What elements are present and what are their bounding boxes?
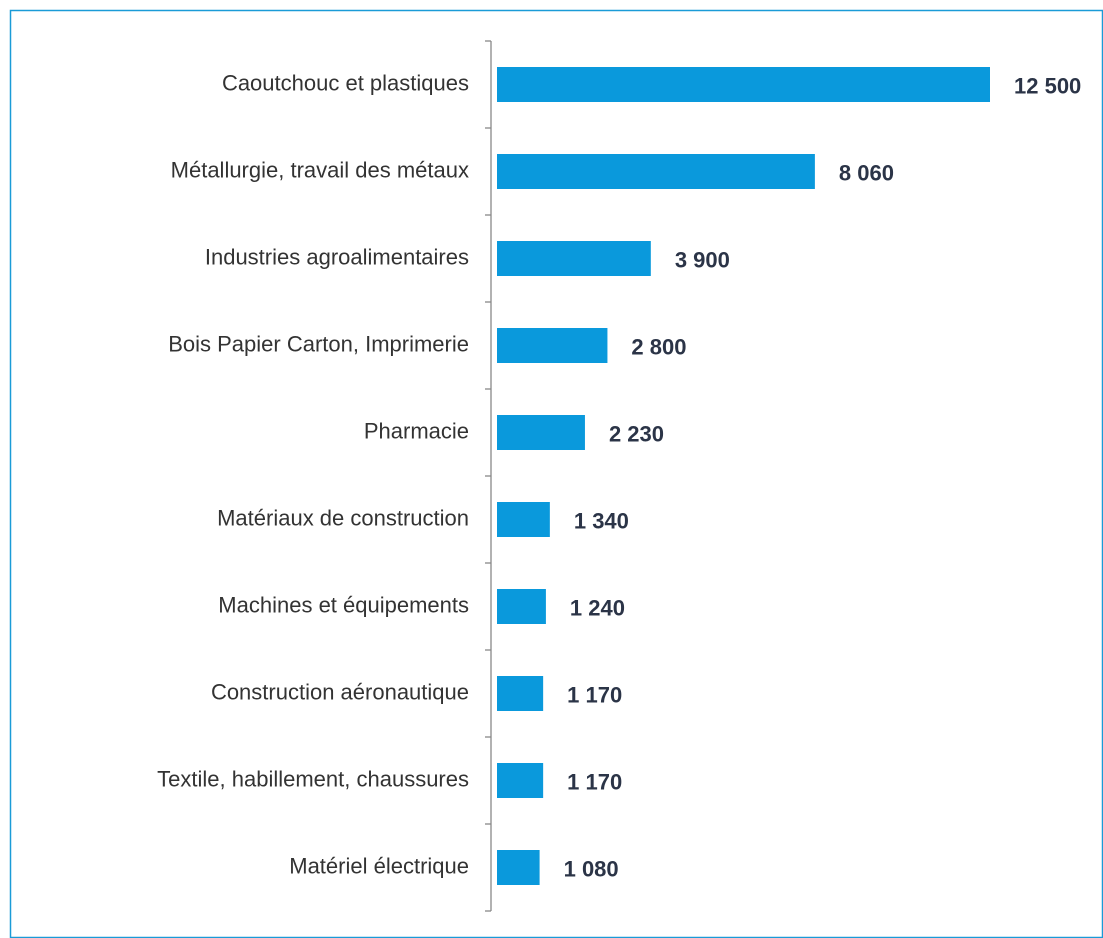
category-label: Machines et équipements bbox=[218, 592, 469, 617]
value-label: 1 340 bbox=[574, 508, 629, 533]
frame bbox=[9, 9, 1103, 938]
value-label: 2 800 bbox=[631, 334, 686, 359]
bar bbox=[497, 763, 544, 798]
category-label: Textile, habillement, chaussures bbox=[157, 766, 469, 791]
value-label: 3 900 bbox=[675, 247, 730, 272]
bar bbox=[497, 589, 546, 624]
category-label: Construction aéronautique bbox=[211, 679, 469, 704]
bar bbox=[497, 67, 990, 102]
value-label: 1 240 bbox=[570, 595, 625, 620]
bar bbox=[497, 241, 651, 276]
bar bbox=[497, 502, 550, 537]
bar bbox=[497, 328, 608, 363]
category-label: Industries agroalimentaires bbox=[205, 244, 469, 269]
value-label: 2 230 bbox=[609, 421, 664, 446]
value-label: 1 170 bbox=[567, 682, 622, 707]
bar bbox=[497, 850, 540, 885]
bar bbox=[497, 415, 585, 450]
bar bbox=[497, 154, 815, 189]
category-label: Métallurgie, travail des métaux bbox=[171, 157, 469, 182]
category-label: Pharmacie bbox=[364, 418, 469, 443]
value-label: 1 080 bbox=[564, 856, 619, 881]
value-label: 1 170 bbox=[567, 769, 622, 794]
value-label: 12 500 bbox=[1014, 73, 1081, 98]
bar bbox=[497, 676, 544, 711]
category-label: Bois Papier Carton, Imprimerie bbox=[168, 331, 469, 356]
category-label: Matériaux de construction bbox=[217, 505, 469, 530]
category-label: Matériel électrique bbox=[289, 853, 469, 878]
value-label: 8 060 bbox=[839, 160, 894, 185]
category-label: Caoutchouc et plastiques bbox=[222, 70, 469, 95]
